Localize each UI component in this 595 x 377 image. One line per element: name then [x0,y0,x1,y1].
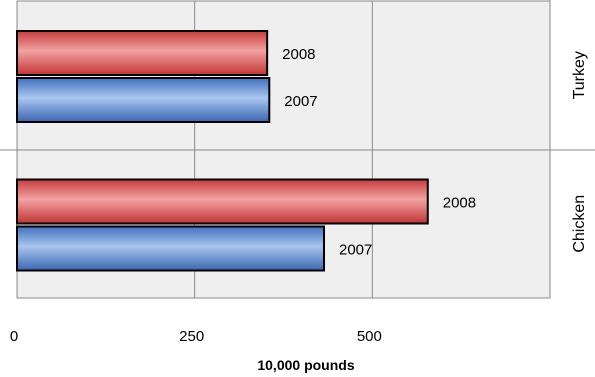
bar-turkey-2008 [16,30,269,76]
bar-chicken-2007 [16,225,326,272]
category-label-chicken: Chicken [571,195,588,253]
x-tick-label-500: 500 [357,328,382,345]
bar-turkey-2007 [16,77,271,123]
bar-labels-group: 2008 2007 2008 2007 [282,46,476,259]
bar-chicken-2008 [16,178,429,225]
bar-label-chicken-2008: 2008 [443,195,476,212]
bar-label-chicken-2007: 2007 [339,242,372,259]
bar-label-turkey-2007: 2007 [284,93,317,110]
bar-label-turkey-2008: 2008 [282,46,315,63]
x-tick-label-0: 0 [10,328,18,345]
x-tick-label-250: 250 [179,328,204,345]
x-axis-title: 10,000 pounds [257,357,354,373]
category-labels: Turkey Chicken [571,51,588,253]
category-label-turkey: Turkey [571,51,588,99]
bars-group [16,30,429,272]
x-tick-labels: 0 250 500 [10,328,382,345]
